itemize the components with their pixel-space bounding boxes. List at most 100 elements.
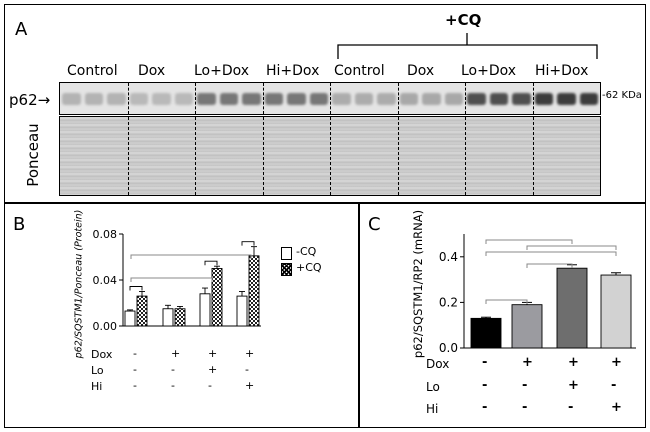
chart-b-ylabel: p62/SQSTM1/Ponceau (Protein) bbox=[73, 209, 85, 359]
sign-c: - bbox=[482, 378, 488, 393]
sign-c: - bbox=[522, 378, 528, 393]
sign-b: - bbox=[133, 379, 137, 392]
group-label-dox-cq: Dox bbox=[407, 63, 435, 79]
lane-divider bbox=[127, 117, 129, 195]
row-label-dox-b: Dox bbox=[91, 348, 113, 361]
panel-b: B 0.00 0.04 0.08 p62/SQSTM1/Ponceau (Prote… bbox=[4, 203, 359, 428]
ponceau-label: Ponceau bbox=[24, 123, 42, 187]
lane-divider bbox=[397, 83, 399, 114]
p62-band bbox=[309, 93, 328, 105]
sign-c: + bbox=[611, 355, 622, 370]
panel-c: C 0.0 0.2 0.4 p62/SQSTM1/RP2 (mRNA) Dox Lo… bbox=[359, 203, 646, 428]
group-label-control: Control bbox=[67, 63, 118, 79]
row-label-hi-b: Hi bbox=[91, 380, 103, 393]
p62-band bbox=[264, 93, 283, 105]
p62-band bbox=[107, 93, 126, 105]
p62-band bbox=[512, 93, 531, 105]
p62-label: p62→ bbox=[9, 91, 50, 109]
p62-band bbox=[534, 93, 553, 105]
sign-b: - bbox=[208, 379, 212, 392]
sig-bracket-b bbox=[241, 241, 255, 246]
sign-b: - bbox=[245, 363, 249, 376]
group-label-hi-dox-cq: Hi+Dox bbox=[535, 63, 589, 79]
sign-b: + bbox=[208, 347, 218, 360]
bar-c bbox=[600, 274, 632, 349]
sig-bracket-long-b bbox=[130, 277, 213, 282]
lane-divider bbox=[532, 117, 534, 195]
p62-band bbox=[84, 93, 103, 105]
sig-bracket-long-b bbox=[130, 254, 252, 259]
bar-plus-cq bbox=[136, 295, 148, 327]
lane-divider bbox=[262, 83, 264, 114]
panel-a-label: A bbox=[15, 19, 28, 40]
lane-divider bbox=[330, 83, 331, 114]
p62-band bbox=[152, 93, 171, 105]
p62-band bbox=[489, 93, 508, 105]
sig-bracket-c bbox=[485, 239, 573, 244]
bar-plus-cq bbox=[248, 255, 260, 327]
lane-divider bbox=[195, 117, 196, 195]
sign-b: - bbox=[171, 363, 175, 376]
ponceau-blot bbox=[59, 116, 601, 196]
p62-band bbox=[174, 93, 193, 105]
sign-c: - bbox=[522, 400, 528, 415]
sign-c: + bbox=[611, 400, 622, 415]
p62-band bbox=[197, 93, 216, 105]
sign-c: + bbox=[522, 355, 533, 370]
lane-divider bbox=[465, 83, 466, 114]
size-marker: -62 KDa bbox=[602, 90, 642, 101]
group-label-hi-dox: Hi+Dox bbox=[266, 63, 320, 79]
legend-swatch-plus-cq bbox=[281, 263, 292, 276]
chart-b: 0.00 0.04 0.08 bbox=[93, 228, 261, 333]
p62-band bbox=[287, 93, 306, 105]
chart-c-ylabel: p62/SQSTM1/RP2 (mRNA) bbox=[411, 209, 425, 359]
row-label-dox-c: Dox bbox=[426, 357, 450, 371]
p62-band bbox=[579, 93, 598, 105]
panel-b-label: B bbox=[13, 214, 26, 235]
sig-bracket-b bbox=[129, 286, 143, 291]
p62-band bbox=[242, 93, 261, 105]
bar-minus-cq bbox=[162, 308, 174, 327]
bar-plus-cq bbox=[211, 268, 223, 327]
panel-c-label: C bbox=[368, 214, 381, 235]
y-tick-label-c: 0.0 bbox=[439, 341, 458, 355]
cq-bracket bbox=[337, 33, 598, 59]
legend-label-plus-cq: +CQ bbox=[296, 261, 322, 274]
y-tick-label-b: 0.04 bbox=[93, 274, 118, 287]
group-label-lo-dox-cq: Lo+Dox bbox=[461, 63, 517, 79]
sign-c: - bbox=[482, 355, 488, 370]
sign-b: + bbox=[245, 347, 255, 360]
sign-b: + bbox=[208, 363, 218, 376]
bar-c bbox=[556, 267, 588, 349]
cq-label: +CQ bbox=[445, 11, 482, 29]
sig-bracket-c bbox=[485, 251, 617, 256]
p62-band bbox=[332, 93, 351, 105]
sign-c: - bbox=[482, 400, 488, 415]
sign-b: + bbox=[171, 347, 181, 360]
sign-c: + bbox=[568, 378, 579, 393]
sign-c: - bbox=[611, 378, 617, 393]
group-label-lo-dox: Lo+Dox bbox=[194, 63, 250, 79]
sign-c: + bbox=[568, 355, 579, 370]
bar-minus-cq bbox=[199, 293, 211, 327]
y-tick-label-c: 0.2 bbox=[439, 295, 458, 309]
sig-bracket-c bbox=[485, 299, 528, 304]
arrow-right-icon: → bbox=[37, 91, 51, 109]
legend-swatch-minus-cq bbox=[281, 247, 292, 260]
p62-band bbox=[467, 93, 486, 105]
row-label-hi-c: Hi bbox=[426, 402, 439, 416]
panel-a: A +CQ Control Dox Lo+Dox Hi+Dox Control … bbox=[4, 4, 646, 203]
legend-label-minus-cq: -CQ bbox=[296, 245, 317, 258]
bar-c bbox=[511, 304, 543, 349]
sign-b: - bbox=[171, 379, 175, 392]
bar-minus-cq bbox=[124, 310, 136, 327]
p62-band bbox=[62, 93, 81, 105]
group-label-dox: Dox bbox=[138, 63, 166, 79]
lane-divider bbox=[195, 83, 196, 114]
y-tick-label-b: 0.00 bbox=[93, 320, 118, 333]
p62-band bbox=[399, 93, 418, 105]
y-tick-label-b: 0.08 bbox=[93, 228, 118, 241]
bar-minus-cq bbox=[236, 295, 248, 327]
bar-c bbox=[470, 317, 502, 349]
sig-bracket-c bbox=[526, 263, 573, 268]
